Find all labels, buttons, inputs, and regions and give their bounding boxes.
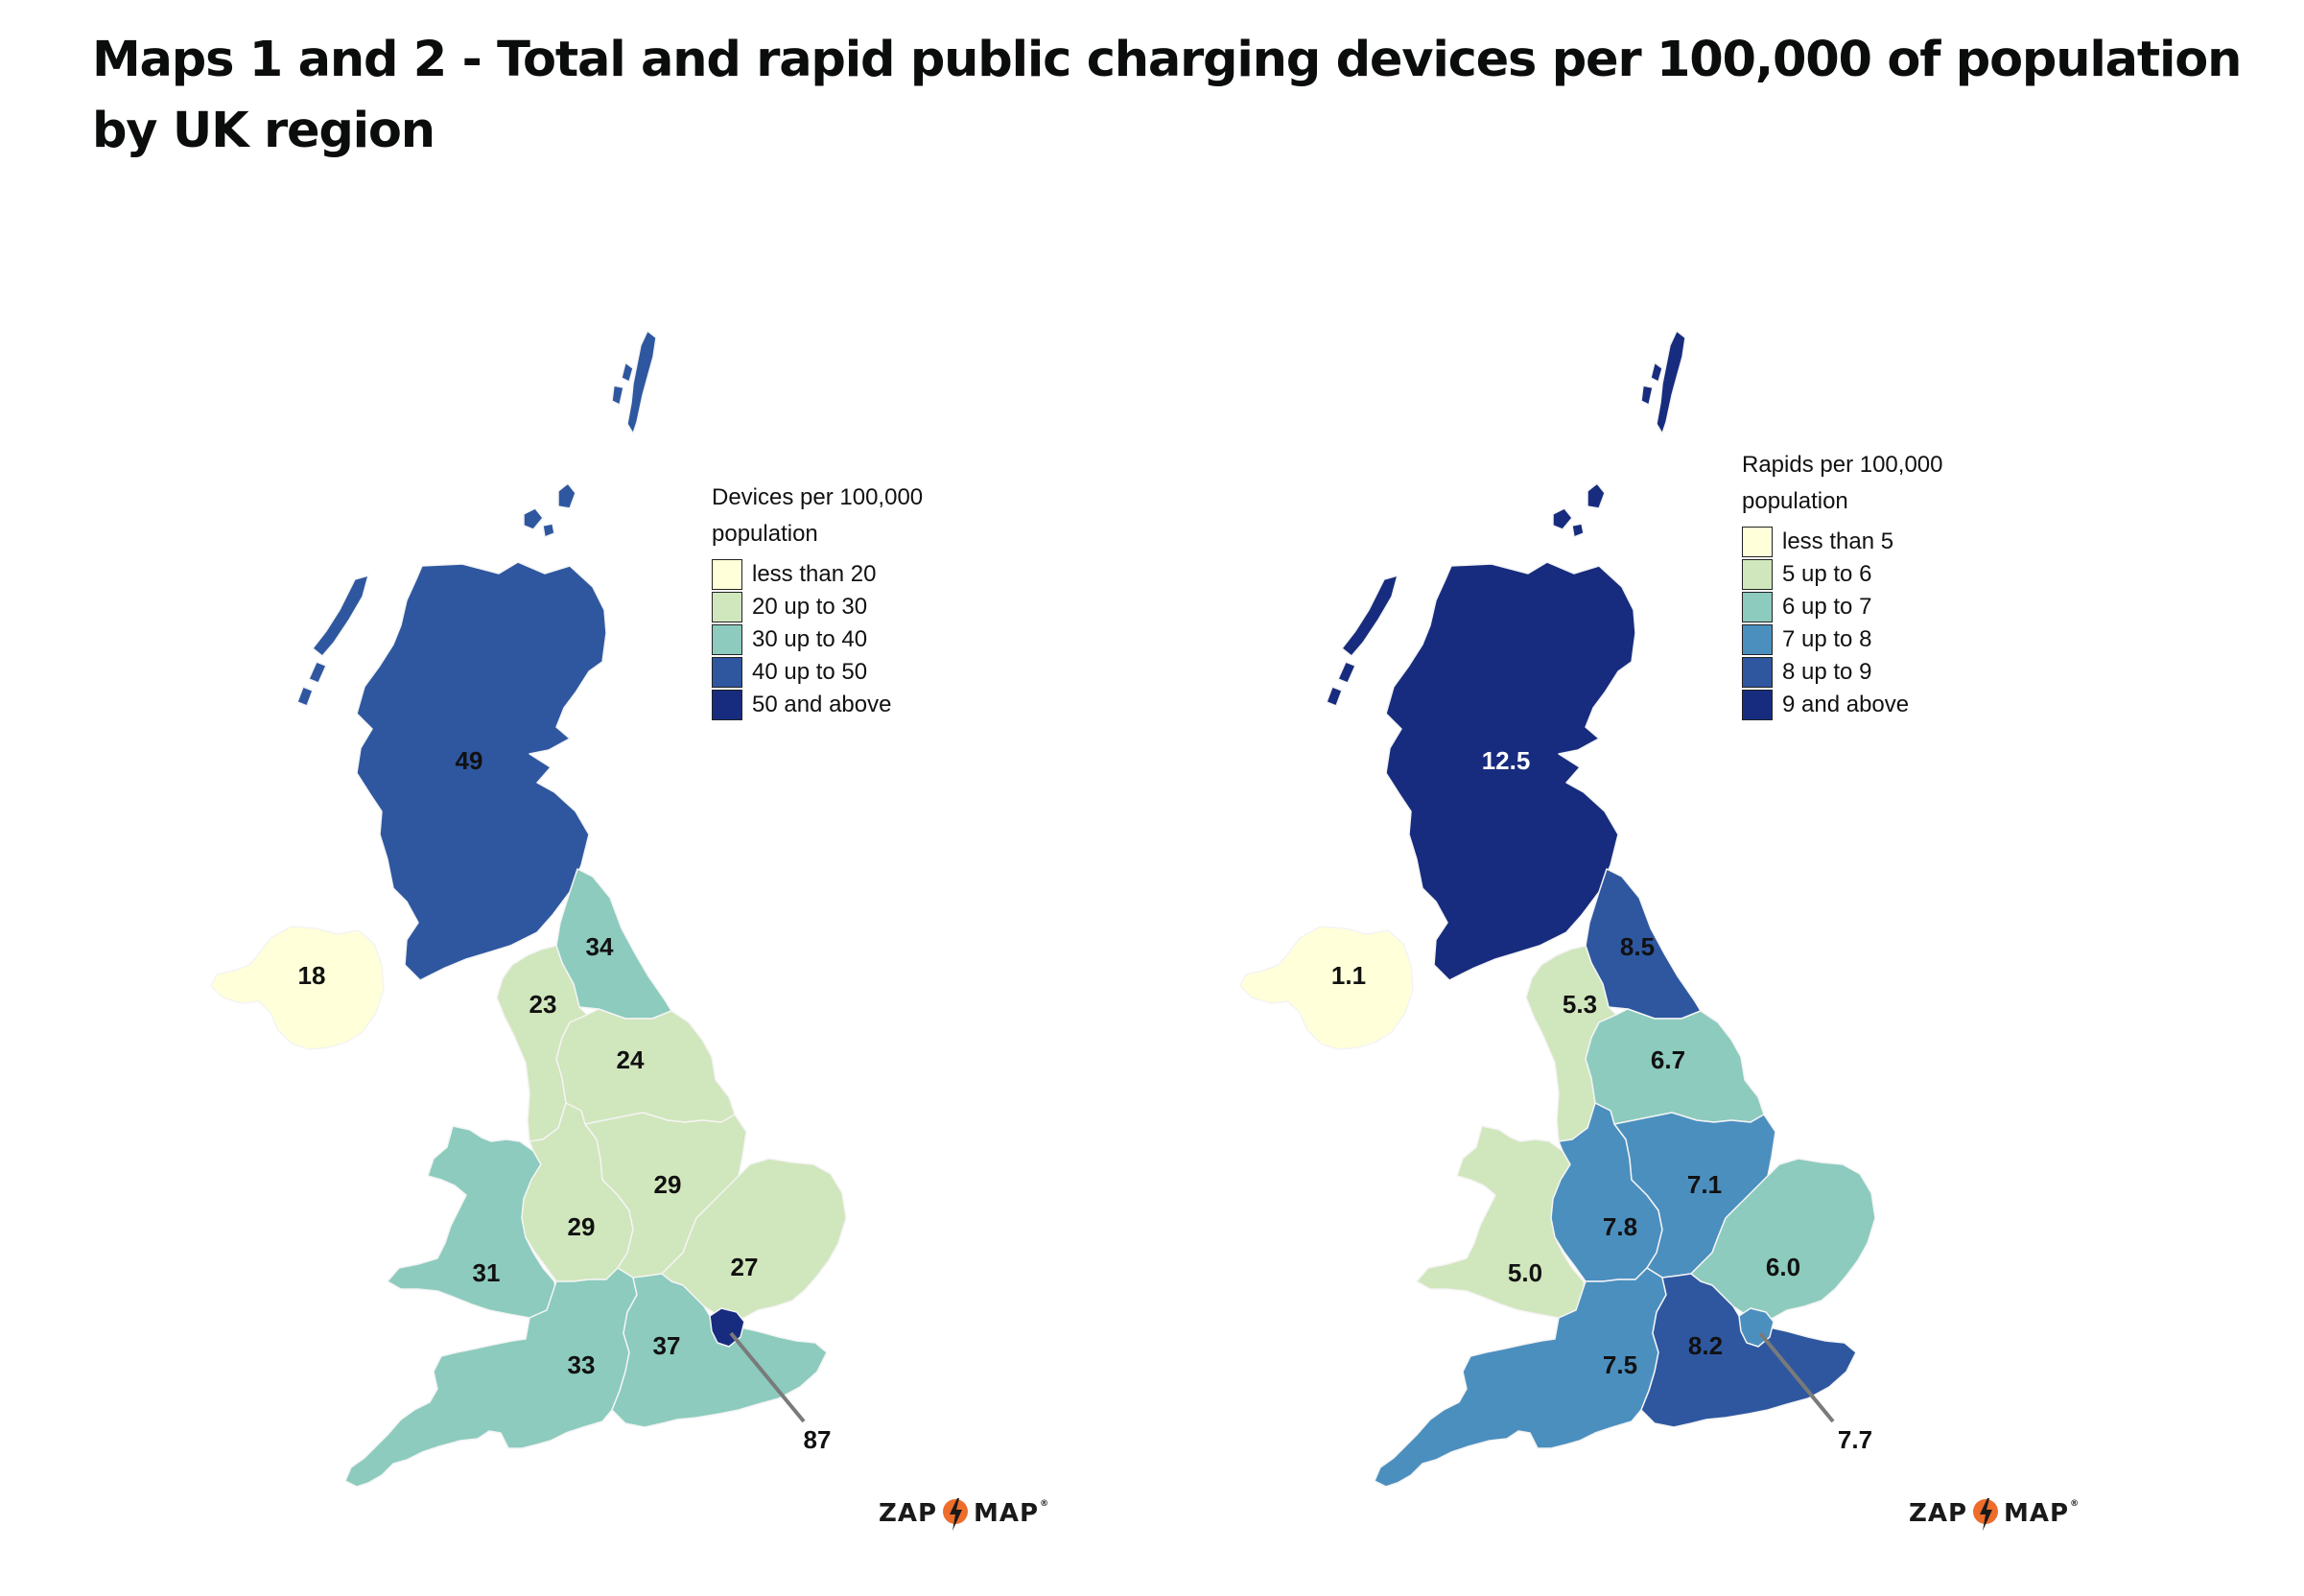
page-title: Maps 1 and 2 - Total and rapid public ch… <box>92 32 2242 159</box>
rapid-legend: Rapids per 100,000 population less than … <box>1742 447 2030 721</box>
rapid-legend-items: less than 5 5 up to 6 6 up to 7 7 up to 8 8 … <box>1742 526 2030 721</box>
region-south-east-rapid <box>1640 1273 1857 1428</box>
total-legend-title: Devices per 100,000 population <box>712 484 924 547</box>
rapid-legend-label: less than 5 <box>1782 528 1894 554</box>
zapmap-logo-rapid: ZAP MAP ® <box>1909 1492 2080 1535</box>
rapid-legend-label: 5 up to 6 <box>1782 561 1872 587</box>
registered-mark-rapid: ® <box>2070 1499 2081 1509</box>
total-legend-items: less than 20 20 up to 30 30 up to 40 40 up … <box>712 558 999 721</box>
total-legend-swatch <box>712 656 742 688</box>
total-legend-label: 50 and above <box>752 692 892 717</box>
rapid-map-labels: 12.5 1.1 8.5 5.3 6.7 7.1 7.8 6.0 5.0 8.2… <box>1331 746 1872 1454</box>
logo-text-right: MAP <box>974 1499 1040 1528</box>
label-yorkshire: 24 <box>617 1045 645 1074</box>
region-scotland-rapid <box>1326 330 1686 981</box>
scotland-mainland-shape-rapid <box>1385 561 1636 981</box>
region-yorkshire <box>555 1008 736 1125</box>
total-legend-item: 20 up to 30 <box>712 591 999 623</box>
label-northern-ireland-rapid: 1.1 <box>1331 961 1366 990</box>
rapid-legend-label: 8 up to 9 <box>1782 659 1872 685</box>
label-east-rapid: 6.0 <box>1766 1253 1800 1281</box>
region-east-rapid <box>1690 1158 1876 1321</box>
total-legend-label: 30 up to 40 <box>752 626 868 652</box>
label-yorkshire-rapid: 6.7 <box>1651 1045 1685 1074</box>
region-scotland <box>296 330 657 981</box>
total-legend-swatch <box>712 689 742 720</box>
region-east <box>661 1158 847 1321</box>
registered-mark: ® <box>1040 1499 1050 1509</box>
label-east-midlands-rapid: 7.1 <box>1687 1170 1722 1199</box>
rapid-legend-swatch <box>1742 558 1773 590</box>
label-north-east-rapid: 8.5 <box>1620 932 1655 961</box>
region-south-east <box>611 1273 828 1428</box>
rapid-legend-title: Rapids per 100,000 population <box>1742 452 1943 514</box>
label-scotland: 49 <box>456 746 483 775</box>
total-map-labels: 49 18 34 23 24 29 29 27 31 37 33 87 <box>298 746 832 1454</box>
shetland-shape <box>611 330 657 434</box>
scotland-mainland-shape <box>356 561 607 981</box>
london-callout-line <box>729 1331 806 1423</box>
logo-text-right-rapid: MAP <box>2004 1499 2070 1528</box>
rapid-legend-label: 7 up to 8 <box>1782 626 1872 652</box>
label-south-west: 33 <box>568 1350 596 1379</box>
london-callout-line-rapid <box>1758 1331 1835 1423</box>
hebrides-shape-rapid <box>1326 575 1399 707</box>
total-legend-swatch <box>712 591 742 622</box>
label-scotland-rapid: 12.5 <box>1482 746 1531 775</box>
bolt-icon <box>943 1498 969 1531</box>
rapid-legend-item: 5 up to 6 <box>1742 558 2030 591</box>
total-legend-swatch <box>712 623 742 655</box>
logo-text-left-rapid: ZAP <box>1909 1499 1968 1528</box>
label-west-midlands-rapid: 7.8 <box>1603 1212 1637 1241</box>
logo-text-left: ZAP <box>879 1499 938 1528</box>
label-south-east: 37 <box>653 1331 681 1360</box>
region-northern-ireland-rapid <box>1239 926 1414 1050</box>
total-legend-label: less than 20 <box>752 561 877 587</box>
rapid-legend-swatch <box>1742 656 1773 688</box>
label-north-west-rapid: 5.3 <box>1563 990 1597 1019</box>
rapid-legend-label: 9 and above <box>1782 692 1910 717</box>
orkney-shape-rapid <box>1552 482 1606 538</box>
rapid-legend-swatch <box>1742 591 1773 622</box>
rapid-legend-item: 6 up to 7 <box>1742 591 2030 623</box>
rapid-legend-item: 8 up to 9 <box>1742 656 2030 689</box>
shetland-shape-rapid <box>1640 330 1686 434</box>
label-north-east: 34 <box>586 932 614 961</box>
total-legend: Devices per 100,000 population less than… <box>712 480 999 721</box>
orkney-shape <box>523 482 576 538</box>
label-northern-ireland: 18 <box>298 961 326 990</box>
label-north-west: 23 <box>529 990 557 1019</box>
bolt-icon-rapid <box>1973 1498 1999 1531</box>
total-legend-label: 40 up to 50 <box>752 659 868 685</box>
label-east: 27 <box>731 1253 759 1281</box>
label-south-west-rapid: 7.5 <box>1603 1350 1637 1379</box>
total-legend-item: 40 up to 50 <box>712 656 999 689</box>
label-london: 87 <box>804 1425 832 1454</box>
total-legend-item: 50 and above <box>712 689 999 721</box>
total-legend-label: 20 up to 30 <box>752 594 868 620</box>
rapid-legend-item: 9 and above <box>1742 689 2030 721</box>
rapid-devices-map <box>1239 330 1876 1488</box>
label-east-midlands: 29 <box>654 1170 682 1199</box>
rapid-legend-item: 7 up to 8 <box>1742 623 2030 656</box>
rapid-legend-swatch <box>1742 623 1773 655</box>
total-legend-item: 30 up to 40 <box>712 623 999 656</box>
region-northern-ireland <box>210 926 385 1050</box>
rapid-legend-swatch <box>1742 526 1773 557</box>
label-london-rapid: 7.7 <box>1838 1425 1872 1454</box>
label-wales: 31 <box>473 1258 501 1287</box>
total-devices-map <box>210 330 847 1488</box>
rapid-legend-label: 6 up to 7 <box>1782 594 1872 620</box>
label-west-midlands: 29 <box>568 1212 596 1241</box>
hebrides-shape <box>296 575 369 707</box>
rapid-legend-item: less than 5 <box>1742 526 2030 558</box>
rapid-legend-swatch <box>1742 689 1773 720</box>
total-legend-item: less than 20 <box>712 558 999 591</box>
zapmap-logo: ZAP MAP ® <box>879 1492 1049 1535</box>
total-legend-swatch <box>712 558 742 590</box>
label-south-east-rapid: 8.2 <box>1688 1331 1723 1360</box>
label-wales-rapid: 5.0 <box>1508 1258 1542 1287</box>
